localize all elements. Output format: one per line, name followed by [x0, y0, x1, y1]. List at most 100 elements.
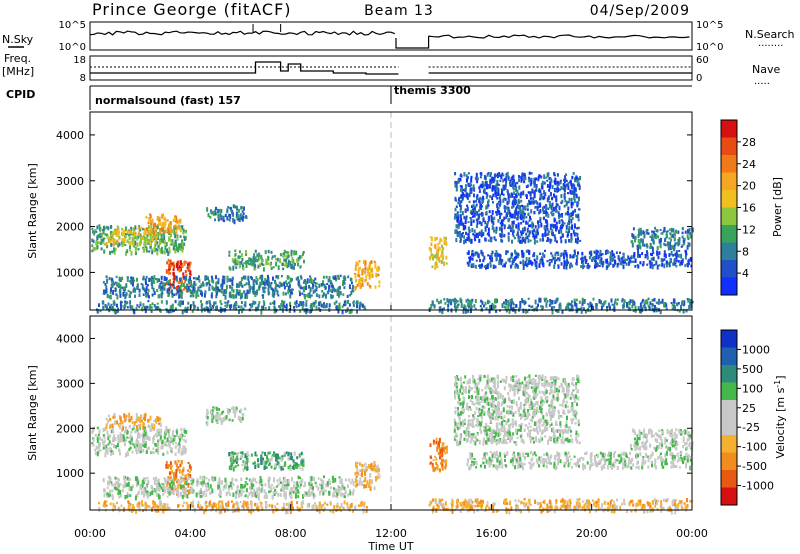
power-echo-cell: [185, 261, 188, 264]
power-echo-cell: [677, 254, 680, 258]
power-echo-cell: [529, 200, 532, 205]
power-echo-cell: [272, 266, 275, 269]
power-echo-cell: [157, 245, 160, 249]
power-echo-cell: [513, 196, 516, 201]
power-echo-cell: [680, 304, 682, 310]
power-echo-cell: [182, 228, 185, 233]
power-echo-cell: [228, 218, 231, 222]
power-echo-cell: [513, 178, 516, 183]
power-echo-cell: [561, 220, 564, 224]
power-echo-cell: [267, 280, 270, 284]
velocity-echo-cell: [159, 505, 162, 510]
power-echo-cell: [174, 287, 177, 290]
velocity-echo-cell: [282, 502, 285, 508]
velocity-echo-cell: [170, 487, 173, 492]
power-echo-cell: [570, 197, 573, 202]
velocity-echo-cell: [137, 434, 140, 438]
velocity-echo-cell: [141, 504, 143, 507]
power-echo-cell: [346, 294, 349, 298]
power-echo-cell: [675, 259, 678, 262]
power-echo-cell: [515, 189, 517, 192]
velocity-echo-cell: [166, 486, 169, 491]
power-echo-cell: [486, 264, 489, 269]
power-echo-cell: [565, 173, 568, 176]
power-echo-cell: [579, 308, 581, 311]
power-echo-cell: [134, 294, 136, 298]
power-echo-cell: [464, 238, 467, 244]
power-echo-cell: [487, 299, 489, 305]
velocity-echo-cell: [107, 435, 110, 441]
velocity-echo-cell: [261, 485, 264, 490]
power-echo-cell: [522, 177, 525, 182]
power-echo-cell: [612, 253, 615, 257]
power-echo-cell: [137, 226, 140, 230]
power-echo-cell: [428, 246, 431, 250]
power-echo-cell: [481, 263, 483, 267]
velocity-echo-cell: [320, 478, 323, 482]
velocity-echo-cell: [123, 479, 126, 483]
power-echo-cell: [500, 213, 503, 216]
velocity-echo-cell: [192, 478, 195, 482]
power-echo-cell: [513, 191, 516, 195]
power-echo-cell: [467, 182, 470, 187]
power-echo-cell: [437, 301, 440, 305]
power-echo-cell: [295, 277, 298, 281]
power-echo-cell: [433, 304, 436, 309]
power-echo-cell: [116, 239, 119, 243]
velocity-echo-cell: [283, 476, 286, 481]
power-echo-cell: [459, 209, 462, 213]
power-echo-cell: [294, 301, 296, 305]
power-echo-cell: [232, 261, 235, 264]
power-echo-cell: [516, 181, 519, 185]
power-echo-cell: [331, 294, 334, 299]
power-echo-cell: [151, 249, 154, 255]
power-echo-cell: [152, 279, 155, 284]
power-echo-cell: [287, 262, 290, 268]
power-echo-cell: [644, 253, 647, 259]
power-echo-cell: [673, 262, 676, 266]
power-echo-cell: [129, 229, 132, 234]
power-echo-cell: [377, 273, 380, 277]
power-echo-cell: [201, 291, 203, 297]
power-echo-cell: [333, 288, 336, 292]
power-echo-cell: [506, 190, 509, 193]
velocity-echo-cell: [157, 428, 160, 432]
power-echo-cell: [287, 259, 290, 264]
velocity-echo-cell: [199, 490, 202, 494]
power-echo-cell: [568, 212, 571, 217]
power-echo-cell: [545, 219, 548, 223]
power-echo-cell: [563, 189, 566, 192]
power-echo-cell: [111, 280, 114, 286]
power-echo-cell: [134, 240, 137, 246]
power-echo-cell: [621, 300, 624, 303]
power-echo-cell: [241, 257, 244, 261]
power-echo-cell: [140, 226, 143, 230]
power-echo-cell: [499, 215, 501, 220]
velocity-echo-cell: [339, 480, 342, 485]
power-echo-cell: [109, 290, 112, 295]
velocity-echo-cell: [136, 443, 139, 448]
power-echo-cell: [509, 225, 512, 230]
velocity-echo-cell: [119, 432, 122, 438]
power-echo-cell: [228, 266, 231, 270]
velocity-echo-cell: [329, 509, 332, 513]
power-echo-cell: [156, 278, 159, 283]
power-echo-cell: [162, 232, 165, 237]
power-echo-cell: [502, 218, 505, 222]
velocity-echo-cell: [112, 436, 115, 441]
power-echo-cell: [325, 293, 327, 299]
power-echo-cell: [547, 172, 550, 177]
power-echo-cell: [591, 258, 594, 262]
power-echo-cell: [255, 276, 258, 279]
power-echo-cell: [495, 250, 498, 256]
power-echo-cell: [507, 226, 510, 229]
velocity-echo-cell: [132, 425, 135, 429]
power-echo-cell: [117, 282, 120, 285]
power-echo-cell: [536, 240, 539, 243]
power-echo-cell: [163, 276, 166, 281]
velocity-echo-cell: [252, 508, 255, 513]
power-echo-cell: [183, 276, 185, 280]
nsearch-label: N.Search: [745, 28, 795, 41]
velocity-echo-cell: [175, 489, 178, 495]
power-echo-cell: [140, 283, 143, 285]
